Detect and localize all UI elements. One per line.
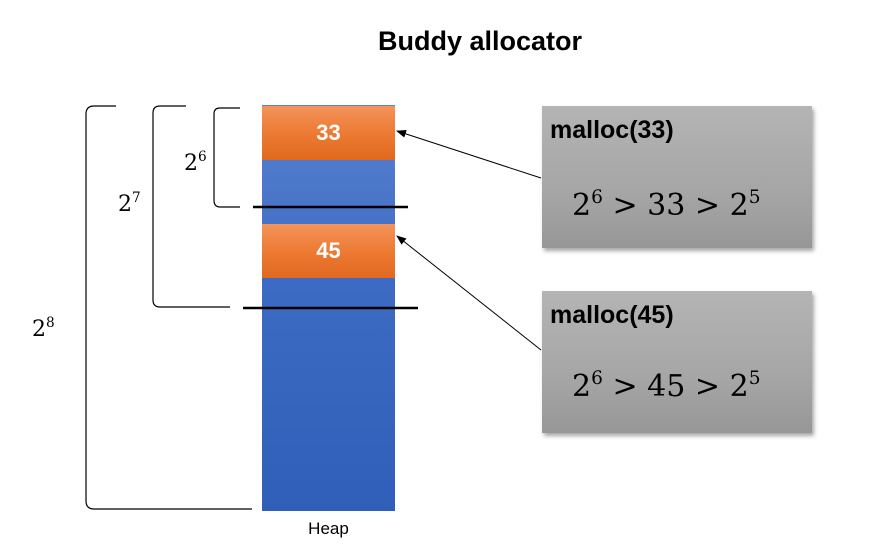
inequality-expression: 26 > 45 > 25	[572, 367, 761, 404]
level-label-2-6: 26	[184, 149, 207, 176]
malloc-label: malloc(45)	[550, 301, 674, 329]
level-label-2-8: 28	[32, 315, 55, 342]
malloc-label: malloc(33)	[550, 116, 674, 144]
bracket-2-6	[213, 107, 240, 208]
bracket-2-7	[152, 105, 230, 308]
malloc-box-45: malloc(45) 26 > 45 > 25	[542, 291, 812, 433]
arrow-malloc-45	[396, 235, 542, 351]
page-title: Buddy allocator	[377, 26, 583, 56]
level-label-2-7: 27	[118, 190, 141, 217]
arrow-malloc-33	[396, 129, 542, 179]
heap-block-33: 33	[262, 106, 395, 160]
heap-block-45: 45	[262, 224, 395, 278]
heap-label: Heap	[308, 519, 349, 538]
inequality-expression: 26 > 33 > 25	[572, 186, 761, 223]
bracket-2-8	[85, 105, 252, 510]
malloc-box-33: malloc(33) 26 > 33 > 25	[542, 106, 812, 248]
